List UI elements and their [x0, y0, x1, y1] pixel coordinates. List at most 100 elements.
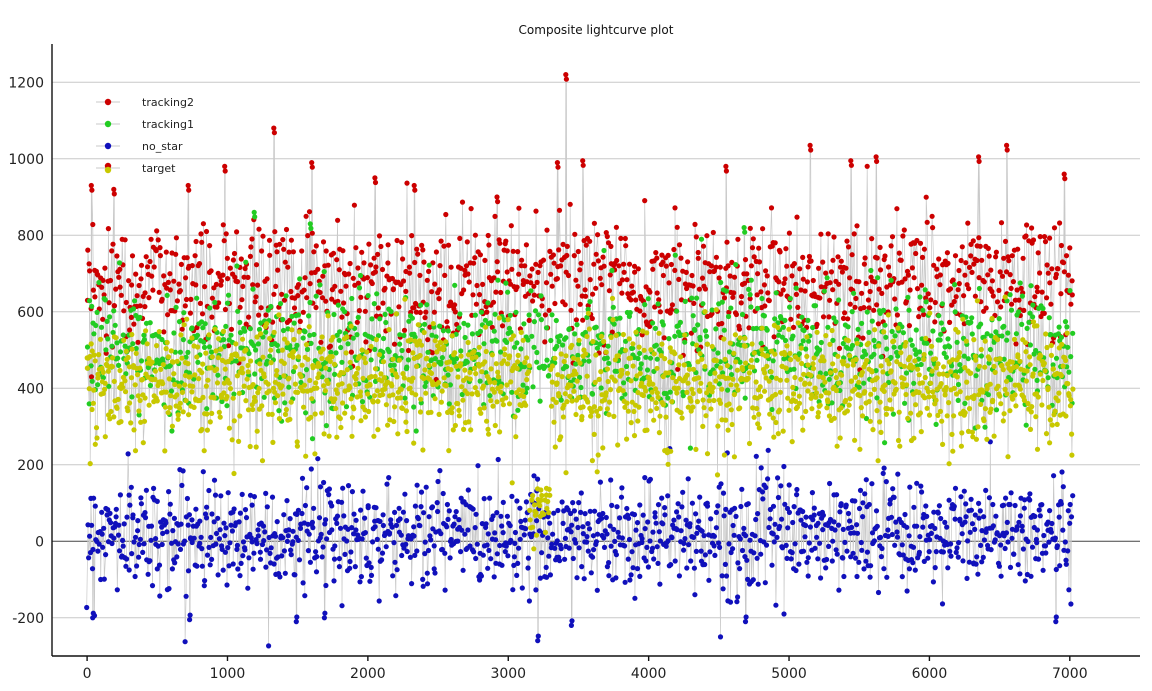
data-point-tracking1: [985, 392, 992, 398]
data-point-no_star: [383, 544, 389, 550]
data-point-target: [715, 423, 721, 429]
data-point-no_star: [717, 634, 724, 640]
data-point-target: [831, 415, 837, 421]
data-point-target: [332, 396, 338, 402]
data-point-tracking2: [263, 312, 269, 318]
data-point-no_star: [263, 564, 269, 570]
data-point-no_star: [665, 538, 671, 544]
data-point-target: [916, 389, 922, 396]
data-point-target: [87, 353, 93, 360]
data-point-target: [303, 453, 309, 459]
data-point-tracking1: [630, 345, 636, 351]
data-point-target: [166, 376, 172, 382]
data-point-target: [272, 400, 279, 406]
data-point-target: [636, 344, 642, 350]
data-point-target: [656, 330, 662, 336]
data-point-tracking1: [328, 349, 334, 355]
data-point-tracking2: [842, 310, 848, 316]
data-point-no_star: [964, 575, 970, 582]
data-point-no_star: [284, 498, 290, 504]
data-point-tracking1: [697, 337, 703, 343]
data-point-target: [113, 335, 119, 341]
data-point-no_star: [126, 567, 132, 573]
data-point-target: [393, 311, 399, 317]
data-point-tracking2: [695, 255, 701, 261]
data-point-tracking2: [147, 258, 153, 265]
data-point-tracking2: [966, 286, 972, 292]
data-point-target: [475, 392, 481, 398]
data-point-tracking2: [264, 276, 270, 282]
data-point-target: [218, 346, 224, 352]
data-point-target: [461, 426, 467, 432]
data-point-tracking1: [891, 344, 897, 350]
data-point-tracking2: [585, 303, 591, 309]
data-point-tracking2: [700, 243, 707, 249]
data-point-target: [380, 359, 387, 365]
data-point-tracking2: [110, 241, 116, 247]
data-point-target: [135, 393, 141, 399]
data-point-tracking1: [800, 338, 806, 344]
data-point-no_star: [359, 536, 365, 542]
data-point-no_star: [156, 562, 163, 568]
data-point-target: [236, 438, 242, 444]
data-point-no_star: [212, 492, 219, 498]
data-point-target: [414, 363, 420, 369]
data-point-tracking2: [1037, 234, 1043, 240]
data-point-target: [803, 408, 809, 414]
data-point-tracking1: [553, 317, 559, 324]
data-point-no_star: [415, 516, 421, 522]
data-point-no_star: [324, 536, 330, 542]
data-point-target: [743, 360, 749, 366]
data-point-target: [418, 396, 424, 402]
data-point-no_star: [931, 509, 937, 515]
data-point-no_star: [562, 556, 568, 562]
data-point-tracking2: [771, 334, 777, 340]
data-point-no_star: [814, 534, 820, 540]
data-point-tracking2: [281, 297, 288, 303]
data-point-target: [794, 404, 801, 410]
data-point-no_star: [465, 527, 471, 533]
data-point-target: [152, 376, 158, 382]
data-point-target: [258, 331, 264, 337]
data-point-tracking2: [693, 234, 699, 240]
data-point-target: [524, 377, 530, 383]
data-point-target: [712, 370, 718, 376]
data-point-target: [905, 415, 911, 421]
data-point-tracking1: [437, 323, 443, 329]
data-point-target: [417, 409, 424, 415]
data-point-target: [520, 388, 526, 394]
data-point-target: [714, 358, 720, 364]
data-point-tracking2: [923, 194, 929, 200]
data-point-no_star: [723, 573, 730, 579]
data-point-target: [279, 383, 285, 389]
data-point-target: [183, 398, 189, 404]
data-point-tracking1: [93, 322, 99, 329]
data-point-tracking2: [563, 72, 569, 78]
data-point-tracking1: [307, 332, 313, 338]
data-point-tracking1: [650, 320, 656, 326]
data-point-no_star: [668, 562, 674, 568]
data-point-target: [118, 419, 124, 425]
data-point-no_star: [240, 553, 246, 559]
data-point-tracking2: [319, 295, 326, 301]
data-point-tracking2: [516, 271, 522, 277]
data-point-tracking1: [655, 301, 661, 307]
data-point-no_star: [511, 554, 517, 560]
data-point-tracking1: [1027, 310, 1033, 316]
data-point-target: [177, 400, 183, 406]
data-point-target: [97, 336, 104, 342]
data-point-target: [943, 384, 949, 391]
data-point-no_star: [575, 524, 581, 531]
data-point-tracking1: [112, 322, 118, 328]
data-point-no_star: [518, 518, 524, 525]
data-point-tracking1: [189, 325, 195, 331]
data-point-no_star: [933, 549, 939, 555]
data-point-no_star: [561, 508, 567, 514]
data-point-tracking2: [404, 180, 410, 186]
data-point-no_star: [608, 477, 614, 483]
data-point-no_star: [386, 530, 393, 536]
data-point-no_star: [805, 573, 811, 579]
data-point-tracking1: [95, 382, 101, 388]
data-point-tracking2: [654, 290, 660, 296]
